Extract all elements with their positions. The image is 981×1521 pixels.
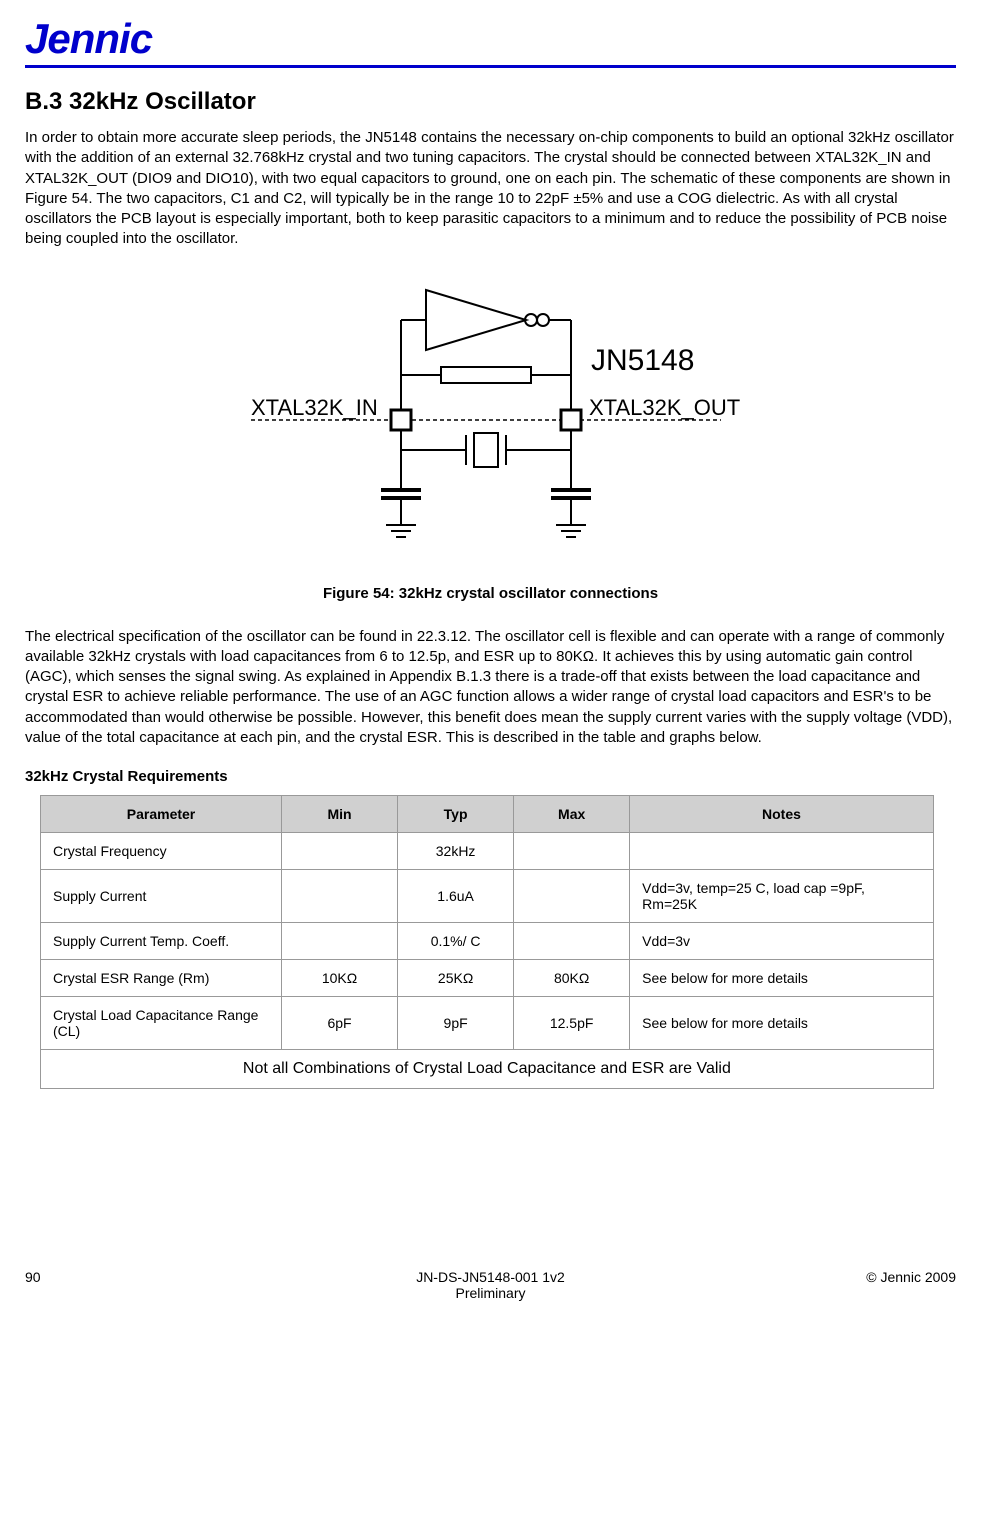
- col-min: Min: [282, 796, 398, 833]
- section-title: 32kHz Oscillator: [69, 88, 256, 115]
- copyright: © Jennic 2009: [866, 1269, 956, 1285]
- cell-min: [282, 833, 398, 870]
- doc-status: Preliminary: [25, 1285, 956, 1301]
- table-title: 32kHz Crystal Requirements: [25, 768, 956, 785]
- table-row: Supply Current Temp. Coeff. 0.1%/ C Vdd=…: [41, 923, 934, 960]
- brand-logo: Jennic: [25, 15, 956, 63]
- cell-typ: 32kHz: [398, 833, 514, 870]
- col-parameter: Parameter: [41, 796, 282, 833]
- col-typ: Typ: [398, 796, 514, 833]
- table-merge-row: Not all Combinations of Crystal Load Cap…: [41, 1050, 934, 1089]
- table-row: Crystal Load Capacitance Range (CL) 6pF …: [41, 997, 934, 1050]
- cell-notes: See below for more details: [630, 997, 934, 1050]
- table-row: Crystal ESR Range (Rm) 10KΩ 25KΩ 80KΩ Se…: [41, 960, 934, 997]
- page-footer: 90 JN-DS-JN5148-001 1v2 Preliminary © Je…: [25, 1269, 956, 1301]
- section-number: B.3: [25, 88, 62, 115]
- cell-typ: 0.1%/ C: [398, 923, 514, 960]
- cell-param: Supply Current: [41, 870, 282, 923]
- paragraph-1: In order to obtain more accurate sleep p…: [25, 128, 956, 250]
- figure-caption: Figure 54: 32kHz crystal oscillator conn…: [25, 585, 956, 602]
- cell-notes: [630, 833, 934, 870]
- merge-note: Not all Combinations of Crystal Load Cap…: [41, 1050, 934, 1089]
- doc-id: JN-DS-JN5148-001 1v2: [25, 1269, 956, 1285]
- cell-max: [514, 923, 630, 960]
- figure-54-schematic: JN5148 XTAL32K_IN XTAL32K_OUT: [25, 275, 956, 560]
- cell-typ: 9pF: [398, 997, 514, 1050]
- cell-min: 6pF: [282, 997, 398, 1050]
- section-heading: B.3 32kHz Oscillator: [25, 88, 956, 116]
- header-rule: [25, 65, 956, 68]
- cell-typ: 1.6uA: [398, 870, 514, 923]
- pin-in-label: XTAL32K_IN: [251, 395, 378, 420]
- chip-label: JN5148: [591, 344, 694, 377]
- page-number: 90: [25, 1269, 41, 1285]
- cell-min: [282, 870, 398, 923]
- cell-max: 80KΩ: [514, 960, 630, 997]
- cell-param: Crystal ESR Range (Rm): [41, 960, 282, 997]
- cell-param: Crystal Frequency: [41, 833, 282, 870]
- table-header-row: Parameter Min Typ Max Notes: [41, 796, 934, 833]
- cell-notes: See below for more details: [630, 960, 934, 997]
- cell-typ: 25KΩ: [398, 960, 514, 997]
- pin-out-label: XTAL32K_OUT: [589, 395, 740, 420]
- cell-max: [514, 870, 630, 923]
- col-notes: Notes: [630, 796, 934, 833]
- cell-max: 12.5pF: [514, 997, 630, 1050]
- cell-notes: Vdd=3v: [630, 923, 934, 960]
- requirements-table: Parameter Min Typ Max Notes Crystal Freq…: [40, 795, 934, 1089]
- cell-param: Supply Current Temp. Coeff.: [41, 923, 282, 960]
- cell-min: [282, 923, 398, 960]
- cell-max: [514, 833, 630, 870]
- paragraph-2: The electrical specification of the osci…: [25, 627, 956, 749]
- cell-notes: Vdd=3v, temp=25 C, load cap =9pF, Rm=25K: [630, 870, 934, 923]
- cell-min: 10KΩ: [282, 960, 398, 997]
- table-row: Crystal Frequency 32kHz: [41, 833, 934, 870]
- cell-param: Crystal Load Capacitance Range (CL): [41, 997, 282, 1050]
- table-row: Supply Current 1.6uA Vdd=3v, temp=25 C, …: [41, 870, 934, 923]
- col-max: Max: [514, 796, 630, 833]
